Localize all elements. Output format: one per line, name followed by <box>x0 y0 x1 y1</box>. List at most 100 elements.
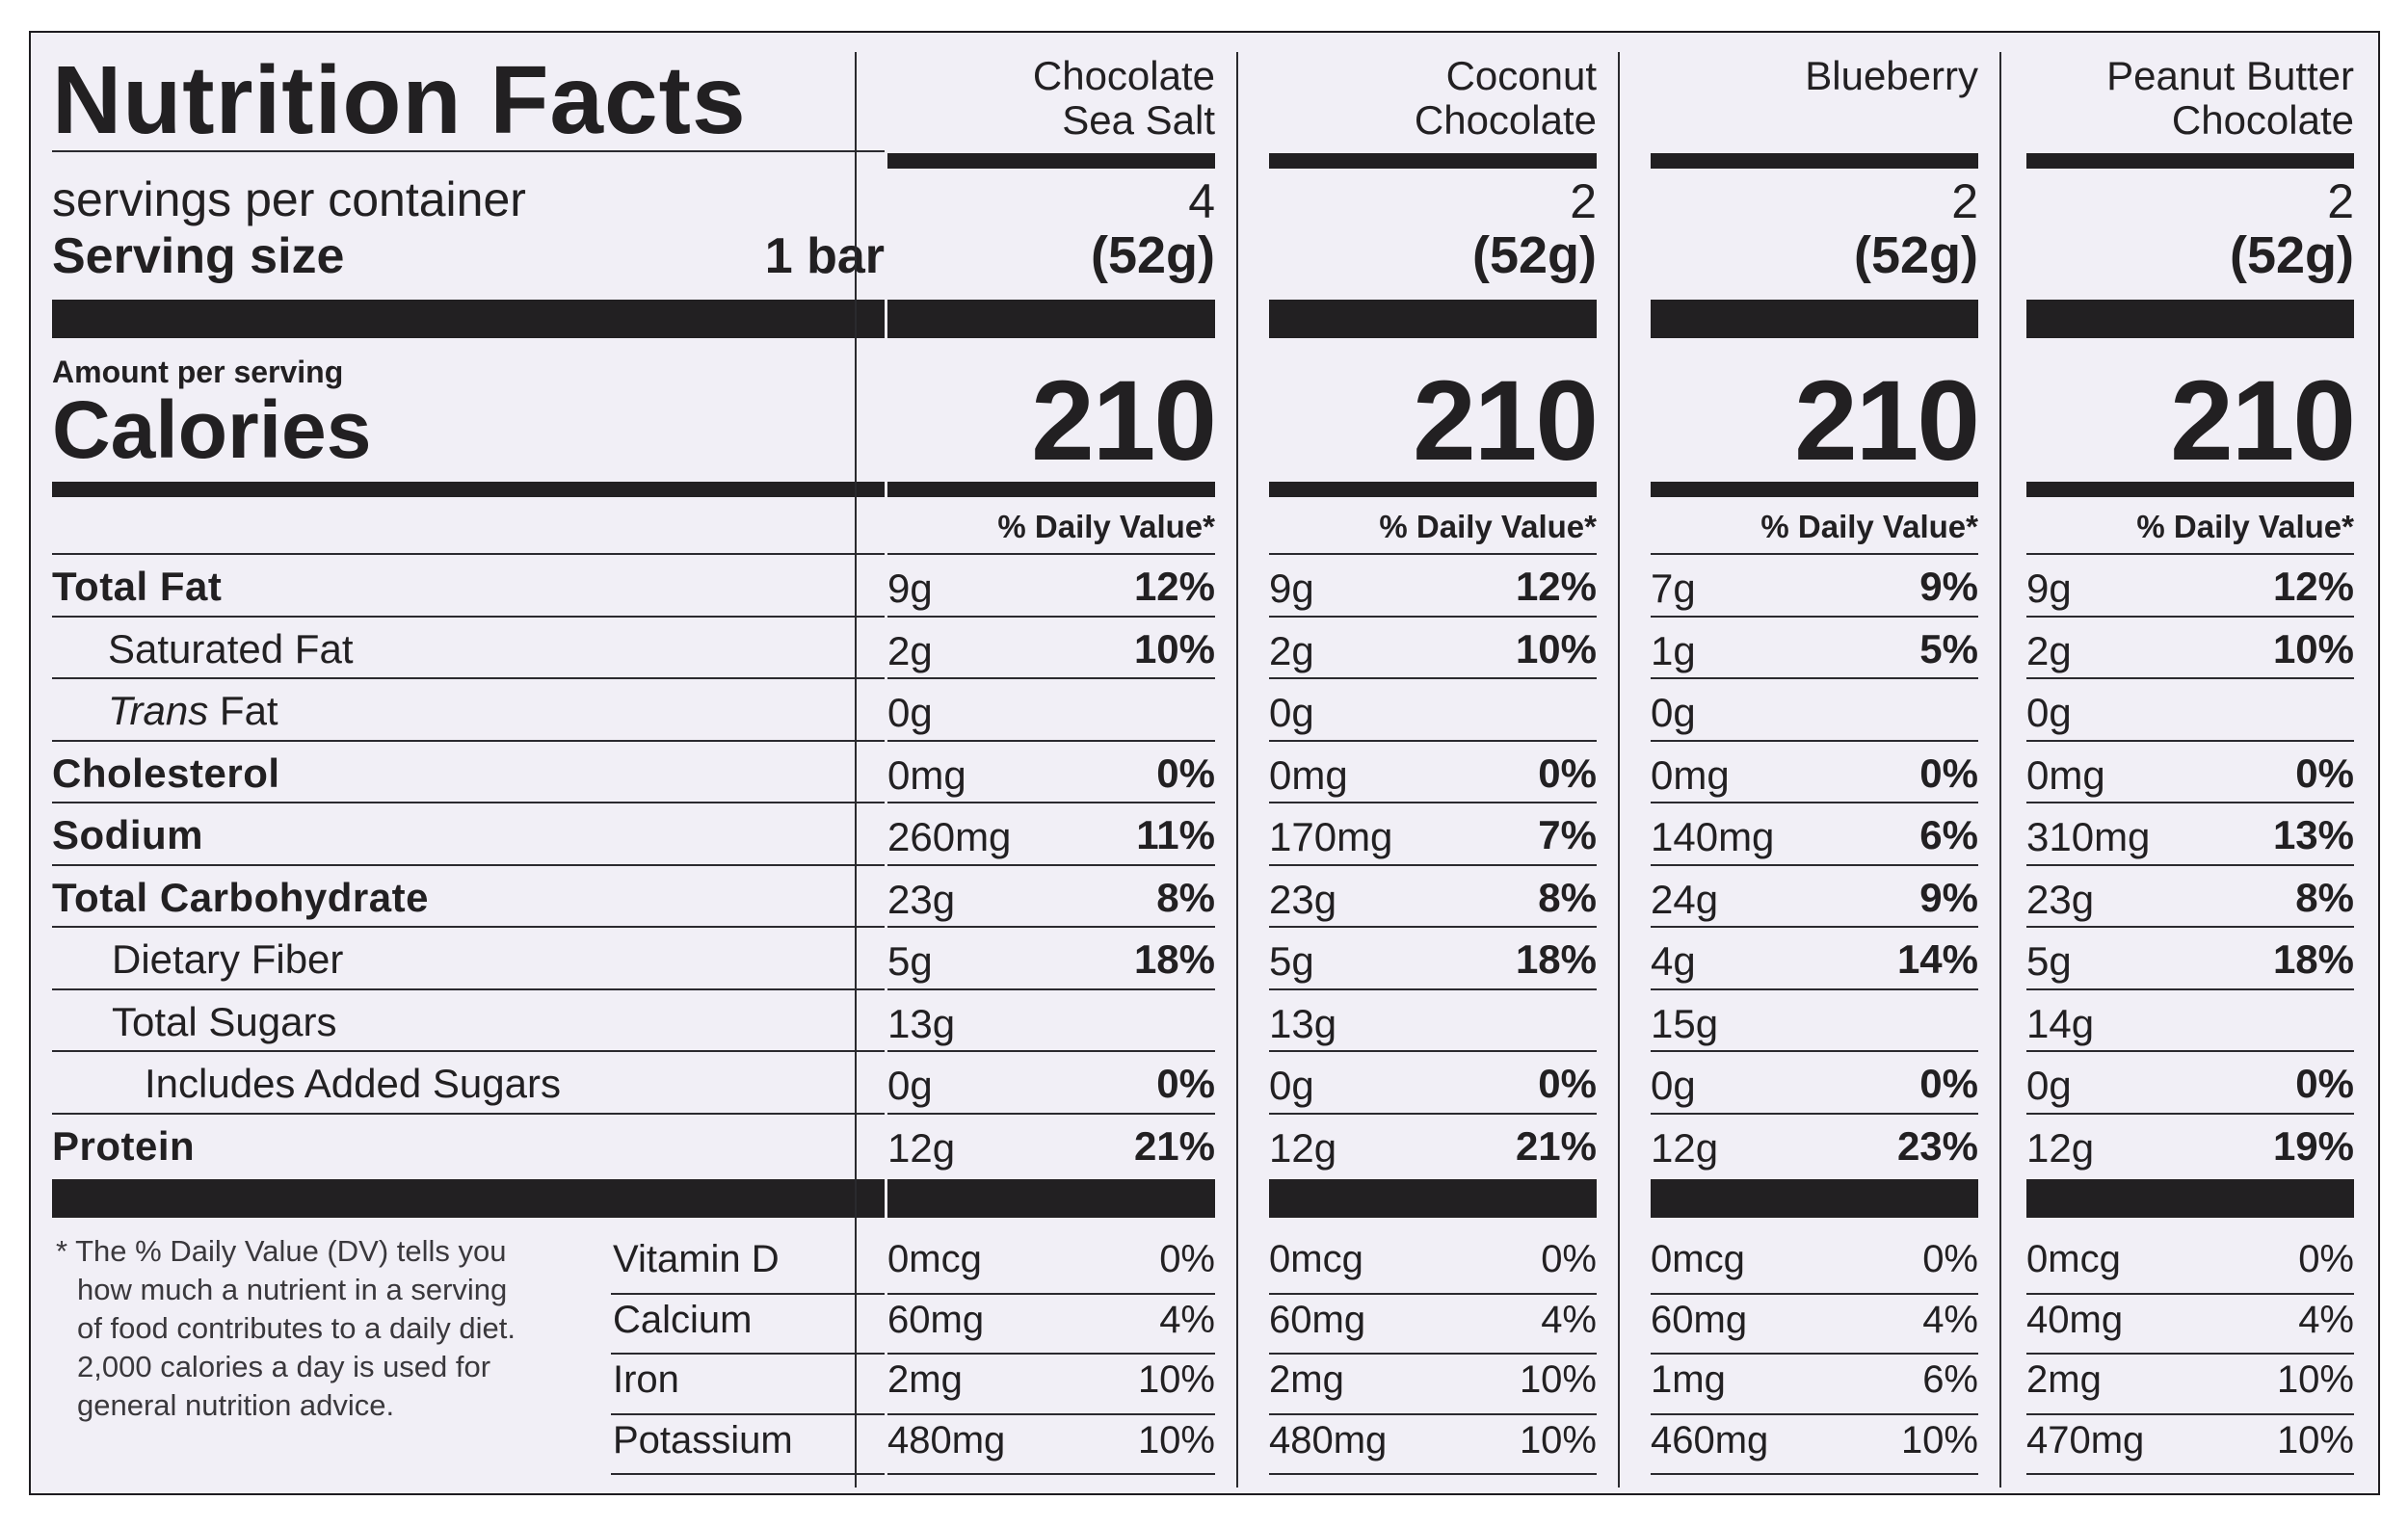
product-row-rule <box>2026 615 2354 618</box>
vitamin-label: Vitamin D <box>613 1238 780 1280</box>
nutrient-daily-value: 5% <box>1919 625 1978 671</box>
row-rule <box>52 1050 885 1052</box>
vitamin-daily-value: 10% <box>1900 1418 1978 1461</box>
product-row-rule <box>1651 863 1978 866</box>
vitamin-amount: 0mcg <box>1651 1238 1745 1280</box>
nutrition-facts-panel: Nutrition Facts servings per container S… <box>29 31 2380 1495</box>
nutrient-amount: 1g <box>1651 627 1696 673</box>
nutrient-daily-value: 21% <box>1515 1122 1597 1169</box>
row-rule <box>52 987 885 990</box>
vitamin-daily-value: 4% <box>1541 1298 1597 1341</box>
vitamin-amount: 40mg <box>2026 1298 2124 1341</box>
nutrient-label: Sodium <box>52 815 203 856</box>
nutrient-label: Dietary Fiber <box>112 939 343 980</box>
vitamin-amount: 60mg <box>1269 1298 1366 1341</box>
daily-value-footnote: * The % Daily Value (DV) tells you how m… <box>56 1234 516 1422</box>
vitamin-amount: 2mg <box>1269 1358 1344 1401</box>
vitamin-amount: 0mcg <box>2026 1238 2121 1280</box>
nutrient-amount: 12g <box>1651 1124 1719 1171</box>
vitamin-label: Potassium <box>613 1418 793 1461</box>
nutrient-amount: 310mg <box>2026 814 2151 859</box>
nutrient-amount: 15g <box>1651 1000 1719 1046</box>
nutrient-daily-value: 10% <box>1515 625 1597 671</box>
nutrient-daily-value: 10% <box>2272 625 2354 671</box>
nutrient-amount: 0g <box>2026 1063 2072 1108</box>
nutrient-label-text: Fat <box>208 688 278 733</box>
serving-size-value: 1 bar <box>764 228 885 284</box>
vitamin-amount: 1mg <box>1651 1358 1726 1401</box>
row-rule <box>52 1112 885 1115</box>
nutrient-label-text: Includes Added Sugars <box>145 1061 561 1106</box>
product-row-rule <box>1269 1112 1597 1115</box>
product-column: Chocolate Sea Salt 4 (52g) 210 % Daily Value*… <box>887 33 1217 1497</box>
nutrient-daily-value: 6% <box>1919 812 1978 857</box>
product-vitamin-rule <box>887 1473 1215 1475</box>
calories-value: 210 <box>1413 357 1599 485</box>
product-column: Coconut Chocolate 2 (52g) 210 % Daily Value* 9… <box>1269 33 1599 1497</box>
vitamin-daily-value: 6% <box>1922 1358 1978 1401</box>
nutrient-label-text: Total Sugars <box>112 998 337 1044</box>
vitamin-daily-value: 0% <box>2298 1238 2354 1280</box>
product-dv-rule <box>1269 553 1597 555</box>
product-dv-rule <box>887 553 1215 555</box>
nutrient-label: Cholesterol <box>52 752 280 794</box>
product-row-rule <box>887 987 1215 990</box>
nutrient-label: Total Fat <box>52 566 222 607</box>
servings-per-container: 2 <box>1570 174 1597 228</box>
nutrient-daily-value: 18% <box>1133 936 1215 982</box>
nutrient-amount: 5g <box>887 938 933 984</box>
nutrient-daily-value: 0% <box>1156 1061 1215 1106</box>
product-row-rule <box>1651 739 1978 742</box>
servings-per-container: 2 <box>2327 174 2354 228</box>
nutrient-amount: 23g <box>1269 876 1337 922</box>
product-medium-rule <box>887 482 1215 497</box>
servings-per-container: 4 <box>1188 174 1215 228</box>
nutrient-amount: 260mg <box>887 814 1012 859</box>
vitamin-daily-value: 10% <box>2276 1418 2354 1461</box>
daily-value-header: % Daily Value* <box>1760 509 1978 544</box>
vitamin-amount: 480mg <box>887 1418 1006 1461</box>
nutrient-amount: 12g <box>887 1124 956 1171</box>
product-column: Peanut Butter Chocolate 2 (52g) 210 % Daily V… <box>2026 33 2356 1497</box>
product-thick-rule-2 <box>887 1179 1215 1218</box>
column-divider <box>855 52 857 1488</box>
nutrient-daily-value: 9% <box>1919 564 1978 609</box>
daily-value-header: % Daily Value* <box>997 509 1215 544</box>
product-dv-rule <box>2026 553 2354 555</box>
product-medium-rule <box>1651 482 1978 497</box>
product-name: Chocolate <box>1032 53 1215 98</box>
product-row-rule <box>1651 926 1978 928</box>
nutrient-label-text: Total Carbohydrate <box>52 874 429 920</box>
nutrient-label-text: Protein <box>52 1122 196 1169</box>
nutrient-amount: 24g <box>1651 876 1719 922</box>
nutrient-amount: 9g <box>887 566 933 611</box>
nutrient-daily-value: 8% <box>1538 874 1597 920</box>
nutrient-amount: 0g <box>887 1063 933 1108</box>
vitamin-daily-value: 0% <box>1922 1238 1978 1280</box>
product-vitamin-rule <box>1269 1292 1597 1295</box>
product-dv-rule <box>1651 553 1978 555</box>
serving-size-label: Serving size <box>52 228 345 284</box>
nutrient-amount: 4g <box>1651 938 1696 984</box>
vitamin-amount: 2mg <box>2026 1358 2102 1401</box>
nutrient-label: Total Sugars <box>112 998 337 1044</box>
nutrient-label-italic: Trans <box>108 688 209 733</box>
vitamin-daily-value: 0% <box>1159 1238 1215 1280</box>
nutrient-daily-value: 0% <box>1156 750 1215 796</box>
product-row-rule <box>1269 802 1597 803</box>
product-row-rule <box>1269 926 1597 928</box>
product-row-rule <box>1651 802 1978 803</box>
product-row-rule <box>2026 863 2354 866</box>
product-row-rule <box>887 677 1215 679</box>
nutrient-amount: 12g <box>1269 1124 1337 1171</box>
nutrient-label: Includes Added Sugars <box>145 1064 561 1104</box>
product-rule-top <box>1651 153 1978 169</box>
product-name-line2: Chocolate <box>1414 97 1597 143</box>
vitamin-amount: 460mg <box>1651 1418 1769 1461</box>
nutrient-amount: 0g <box>1269 1063 1314 1108</box>
calories-value: 210 <box>2170 357 2356 485</box>
vitamin-rule <box>611 1473 885 1475</box>
nutrient-amount: 5g <box>2026 938 2072 984</box>
nutrient-amount: 140mg <box>1651 814 1775 859</box>
product-vitamin-rule <box>1651 1412 1978 1415</box>
